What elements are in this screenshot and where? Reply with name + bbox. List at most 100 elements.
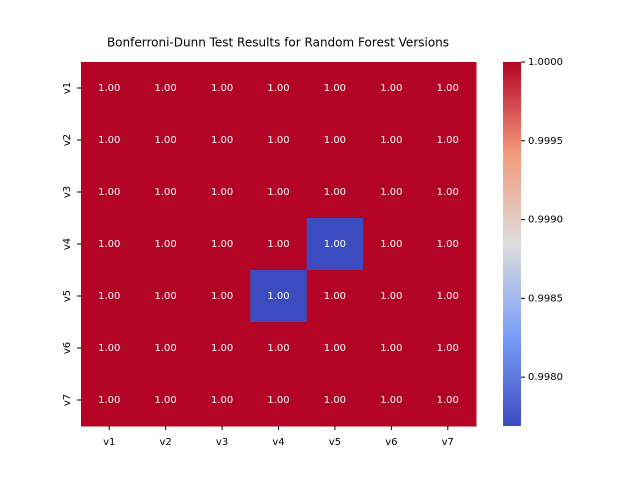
cell: [137, 374, 195, 427]
cell-label: 1.00: [98, 343, 120, 354]
cell-label: 1.00: [380, 291, 402, 302]
cell-label: 1.00: [437, 135, 459, 146]
colorbar-tick-label: 0.9995: [528, 136, 563, 147]
cell-label: 1.00: [155, 291, 177, 302]
cell-label: 1.00: [98, 239, 120, 250]
cell: [419, 374, 477, 427]
x-tick-label: v4: [272, 437, 284, 448]
cell-label: 1.00: [211, 343, 233, 354]
cell: [193, 218, 251, 271]
y-tick-label: v4: [62, 238, 73, 250]
cell-label: 1.00: [211, 187, 233, 198]
cell: [306, 270, 364, 323]
cell: [363, 62, 421, 115]
cell: [306, 114, 364, 167]
colorbar-tick-label: 0.9985: [528, 293, 563, 304]
cell-label: 1.00: [267, 239, 289, 250]
cell: [193, 62, 251, 115]
cell-label: 1.00: [267, 83, 289, 94]
cell-label: 1.00: [380, 135, 402, 146]
cell: [193, 374, 251, 427]
cell-label: 1.00: [380, 343, 402, 354]
cell: [81, 374, 138, 427]
cell: [363, 322, 421, 375]
cell: [81, 270, 138, 323]
cell-label: 1.00: [155, 187, 177, 198]
cell-label: 1.00: [98, 395, 120, 406]
x-tick-label: v5: [329, 437, 341, 448]
cell: [250, 322, 308, 375]
cell-label: 1.00: [267, 395, 289, 406]
cell: [306, 166, 364, 219]
cell-label: 1.00: [98, 187, 120, 198]
cell-label: 1.00: [267, 187, 289, 198]
colorbar: [503, 62, 521, 426]
y-tick-label: v6: [62, 342, 73, 354]
cell: [137, 114, 195, 167]
cell-label: 1.00: [437, 187, 459, 198]
cell: [419, 114, 477, 167]
y-tick-label: v5: [62, 290, 73, 302]
cell-label: 1.00: [211, 83, 233, 94]
cell: [193, 322, 251, 375]
cell: [137, 62, 195, 115]
cell-label: 1.00: [380, 187, 402, 198]
cell-label: 1.00: [437, 343, 459, 354]
cell: [137, 166, 195, 219]
cell: [137, 322, 195, 375]
colorbar-tick-label: 1.0000: [528, 57, 563, 68]
cell-label: 1.00: [155, 135, 177, 146]
y-tick-label: v1: [62, 82, 73, 94]
cell-label: 1.00: [324, 343, 346, 354]
x-tick-label: v1: [103, 437, 115, 448]
cell-label: 1.00: [324, 83, 346, 94]
cell: [193, 166, 251, 219]
cell: [250, 218, 308, 271]
cell-label: 1.00: [267, 135, 289, 146]
cell-label: 1.00: [324, 187, 346, 198]
cell: [81, 322, 138, 375]
cell: [137, 270, 195, 323]
chart-title: Bonferroni-Dunn Test Results for Random …: [107, 36, 449, 50]
cell: [250, 270, 308, 323]
cell-label: 1.00: [98, 291, 120, 302]
cell: [81, 218, 138, 271]
x-tick-label: v6: [385, 437, 397, 448]
y-tick-label: v3: [62, 186, 73, 198]
cell: [137, 218, 195, 271]
cell: [193, 270, 251, 323]
cell-label: 1.00: [437, 395, 459, 406]
cell: [306, 218, 364, 271]
cell: [250, 114, 308, 167]
cell: [250, 166, 308, 219]
cell: [81, 62, 138, 115]
cell: [306, 374, 364, 427]
cell-label: 1.00: [324, 135, 346, 146]
cell-label: 1.00: [211, 135, 233, 146]
cell: [419, 218, 477, 271]
cell: [250, 62, 308, 115]
cell: [419, 270, 477, 323]
colorbar-tick-label: 0.9990: [528, 215, 563, 226]
cell-label: 1.00: [211, 291, 233, 302]
cell-label: 1.00: [324, 291, 346, 302]
cell: [419, 166, 477, 219]
cell-label: 1.00: [98, 83, 120, 94]
cell-label: 1.00: [155, 343, 177, 354]
cell-label: 1.00: [437, 239, 459, 250]
cell: [363, 166, 421, 219]
cell: [306, 62, 364, 115]
cell: [419, 322, 477, 375]
cell-label: 1.00: [267, 291, 289, 302]
cell-label: 1.00: [380, 239, 402, 250]
cell: [363, 374, 421, 427]
cell-label: 1.00: [98, 135, 120, 146]
cell-label: 1.00: [267, 343, 289, 354]
cell: [363, 218, 421, 271]
cell: [363, 270, 421, 323]
cell-label: 1.00: [380, 395, 402, 406]
cell-label: 1.00: [155, 239, 177, 250]
cell-label: 1.00: [211, 395, 233, 406]
cell: [363, 114, 421, 167]
